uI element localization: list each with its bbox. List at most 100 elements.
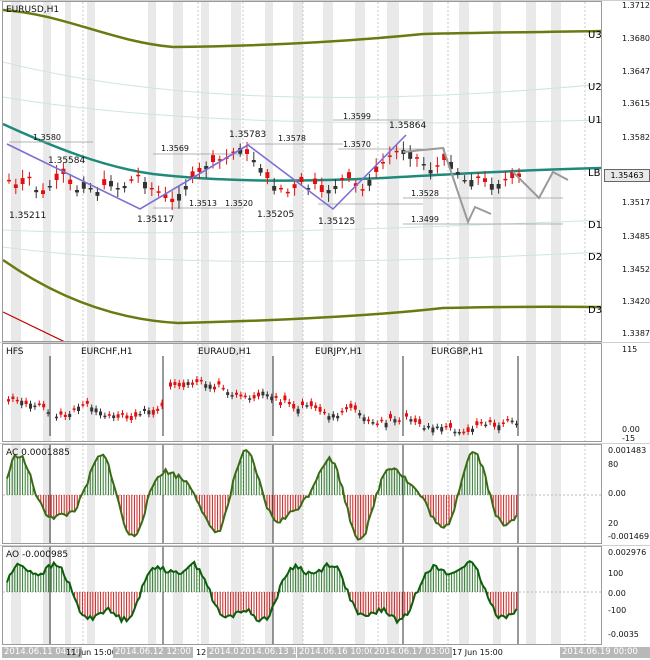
candle-body xyxy=(471,428,474,432)
candle-body xyxy=(68,413,72,418)
session-shade xyxy=(173,445,183,543)
candle-body xyxy=(258,168,263,173)
candle-body xyxy=(421,164,426,166)
candle-body xyxy=(394,150,399,153)
level-label: 1.3499 xyxy=(411,215,439,224)
candle-body xyxy=(77,406,80,411)
candle-body xyxy=(195,379,199,383)
session-shade xyxy=(526,547,536,644)
cross-symbol-label: EURAUD,H1 xyxy=(198,347,252,357)
session-shade xyxy=(355,445,365,543)
candle-body xyxy=(517,173,521,177)
candle-body xyxy=(261,391,265,396)
candle-body xyxy=(340,410,344,413)
candle-body xyxy=(389,414,392,419)
session-shade xyxy=(355,547,365,644)
candle-body xyxy=(510,420,514,423)
level-band xyxy=(3,61,601,98)
scale-tick: -0.0035 xyxy=(608,630,639,639)
candle-body xyxy=(503,178,508,181)
ao-value: -0.000985 xyxy=(21,550,69,560)
session-shade xyxy=(355,2,365,341)
session-shade xyxy=(551,344,561,441)
candle-body xyxy=(299,176,304,182)
candle-body xyxy=(353,183,358,186)
session-shade xyxy=(65,344,71,441)
candle-body xyxy=(197,168,202,172)
ac-pane: AC 0.0001885 0.001483 80 0.00 20 -0.0014… xyxy=(0,443,650,544)
candle-body xyxy=(475,421,479,426)
candle-body xyxy=(479,422,483,424)
projection-line xyxy=(512,170,569,200)
time-tick: 2014.06.19 00:00 xyxy=(560,647,650,658)
oscillator-line xyxy=(6,448,518,541)
candle-body xyxy=(384,422,388,428)
session-shade xyxy=(493,547,501,644)
session-shade xyxy=(459,547,469,644)
candle-body xyxy=(13,184,18,188)
candle-body xyxy=(323,411,326,414)
candle-body xyxy=(88,188,93,190)
main-plot-area[interactable]: EURUSD,H1 1.35211 1.35584 1.35117 1.3578… xyxy=(2,1,602,342)
candle-body xyxy=(336,415,340,419)
time-tick: 2014.06.16 10:00 xyxy=(297,647,377,658)
cross-plot-area[interactable]: HFS EURCHF,H1 EURAUD,H1 EURJPY,H1 EURGBP… xyxy=(2,343,602,442)
candle-body xyxy=(109,181,113,187)
candle-body xyxy=(191,382,194,385)
candle-body xyxy=(362,417,366,422)
session-shade xyxy=(323,547,333,644)
candle-body xyxy=(63,414,67,418)
session-shade xyxy=(87,547,95,644)
candle-body xyxy=(243,395,247,398)
candle-body xyxy=(309,401,313,407)
price-tick: 1.34204 xyxy=(622,297,650,306)
candle-body xyxy=(129,415,133,421)
session-shade xyxy=(423,344,433,441)
candle-body xyxy=(413,418,417,423)
candle-body xyxy=(367,419,370,422)
session-shade xyxy=(148,547,156,644)
candle-body xyxy=(27,176,32,179)
symbol-title: EURUSD,H1 xyxy=(6,5,60,15)
ao-plot-area[interactable]: AO -0.000985 xyxy=(2,546,602,645)
candle-body xyxy=(483,178,487,182)
candle-body xyxy=(497,425,501,431)
level-u3: U3 xyxy=(588,30,602,41)
level-label: 1.3580 xyxy=(33,133,61,142)
candle-body xyxy=(81,182,86,189)
session-shade xyxy=(423,547,433,644)
session-shade xyxy=(65,445,71,543)
candle-body xyxy=(29,403,32,409)
session-shade xyxy=(201,2,209,341)
candle-body xyxy=(292,184,297,188)
point-label: 1.35211 xyxy=(9,211,47,221)
candle-body xyxy=(415,157,419,159)
candle-body xyxy=(408,152,413,159)
session-shade xyxy=(551,445,561,543)
ac-plot-area[interactable]: AC 0.0001885 xyxy=(2,444,602,544)
candle-body xyxy=(442,153,447,160)
candle-body xyxy=(190,171,195,178)
price-scale[interactable]: 1.37129 1.36804 1.36479 1.36154 1.35829 … xyxy=(588,1,650,342)
price-tick: 1.36804 xyxy=(622,34,650,43)
candle-body xyxy=(265,394,269,397)
candle-body xyxy=(15,399,19,402)
level-label: 1.3570 xyxy=(343,140,371,149)
candle-body xyxy=(374,166,379,172)
level-label: 1.3578 xyxy=(278,134,306,143)
candle-body xyxy=(226,392,230,396)
session-shade xyxy=(43,344,51,441)
session-shade xyxy=(423,2,433,341)
price-tick: 1.33874 xyxy=(622,329,650,338)
candle-body xyxy=(213,386,216,390)
price-tick: 1.35177 xyxy=(622,198,650,207)
scale-tick: 100 xyxy=(608,569,624,578)
candle-body xyxy=(257,392,260,397)
candle-body xyxy=(301,401,304,406)
session-shade xyxy=(43,2,51,341)
candle-body xyxy=(7,179,11,182)
time-axis[interactable]: 2014.06.11 04:00 11 Jun 15:00 2014.06.12… xyxy=(0,645,650,660)
session-shade xyxy=(201,344,209,441)
ao-name: AO xyxy=(6,550,20,560)
session-shade xyxy=(201,547,209,644)
